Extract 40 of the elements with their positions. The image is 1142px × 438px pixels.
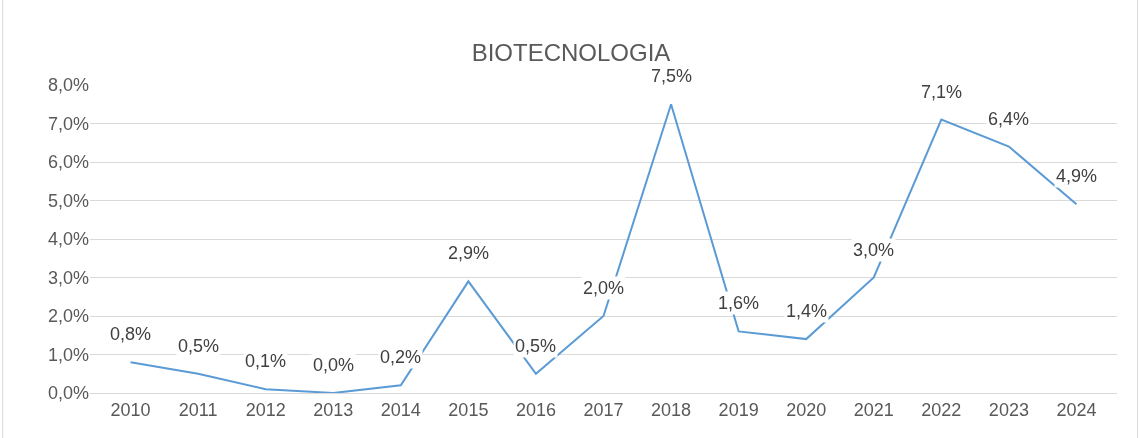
x-tick-label: 2013	[313, 399, 354, 420]
x-tick-label: 2022	[921, 399, 962, 420]
data-label: 0,8%	[110, 324, 152, 344]
x-tick-label: 2024	[1056, 399, 1097, 420]
y-tick-label: 1,0%	[47, 344, 89, 365]
data-label: 2,0%	[583, 278, 625, 298]
data-label: 0,2%	[380, 347, 422, 367]
x-tick-label: 2021	[853, 399, 894, 420]
y-tick-label: 3,0%	[47, 267, 89, 288]
y-tick-label: 0,0%	[47, 383, 89, 404]
y-tick-label: 6,0%	[47, 152, 89, 173]
x-tick-label: 2015	[448, 399, 489, 420]
x-tick-label: 2012	[245, 399, 286, 420]
data-label: 1,6%	[718, 293, 760, 313]
y-tick-label: 8,0%	[47, 75, 89, 96]
x-tick-label: 2023	[988, 399, 1029, 420]
x-tick-label: 2018	[651, 399, 692, 420]
data-label: 1,4%	[786, 301, 828, 321]
data-label: 0,0%	[313, 355, 355, 375]
data-label: 0,5%	[178, 336, 220, 356]
chart-title: BIOTECNOLOGIA	[471, 38, 671, 66]
x-tick-label: 2010	[110, 399, 151, 420]
x-tick-label: 2016	[515, 399, 556, 420]
data-label: 0,5%	[515, 336, 557, 356]
y-tick-label: 2,0%	[47, 306, 89, 327]
y-tick-label: 7,0%	[47, 113, 89, 134]
data-label: 0,1%	[245, 351, 287, 371]
data-label: 6,4%	[988, 109, 1030, 129]
data-label: 3,0%	[853, 240, 895, 260]
x-tick-label: 2014	[380, 399, 421, 420]
y-tick-label: 4,0%	[47, 229, 89, 250]
x-tick-label: 2019	[718, 399, 759, 420]
data-label: 7,1%	[921, 82, 963, 102]
data-label: 7,5%	[651, 66, 693, 86]
x-tick-label: 2020	[786, 399, 827, 420]
data-label: 2,9%	[448, 243, 490, 263]
y-tick-label: 5,0%	[47, 190, 89, 211]
data-label: 4,9%	[1056, 166, 1098, 186]
x-tick-label: 2017	[583, 399, 624, 420]
x-tick-label: 2011	[178, 399, 218, 420]
